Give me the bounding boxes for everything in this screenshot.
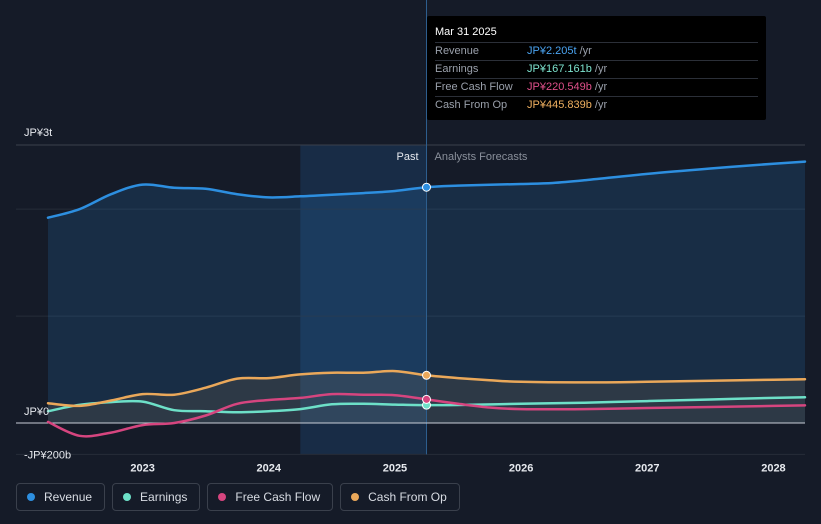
y-tick-label: -JP¥200b [24, 449, 71, 461]
legend-item-earnings[interactable]: Earnings [112, 483, 201, 511]
tooltip-unit: /yr [579, 45, 592, 57]
past-label: Past [396, 151, 418, 163]
revenue-marker [422, 182, 431, 192]
tooltip-label: Earnings [435, 63, 479, 75]
legend-dot-icon [27, 493, 35, 501]
x-tick-label: 2026 [509, 462, 533, 474]
tooltip-row-earnings: Earnings JP¥167.161b /yr [435, 60, 758, 78]
legend-label: Cash From Op [368, 490, 447, 504]
tooltip-value: JP¥167.161b [527, 63, 592, 75]
tooltip-label: Revenue [435, 45, 480, 57]
x-tick-label: 2025 [383, 462, 407, 474]
legend-item-cash-from-op[interactable]: Cash From Op [340, 483, 460, 511]
legend-dot-icon [218, 493, 227, 501]
x-tick-label: 2024 [257, 462, 282, 474]
tooltip-label: Cash From Op [435, 99, 508, 111]
series-markers [422, 182, 431, 410]
legend-dot-icon [351, 493, 360, 501]
x-axis-labels: 2023 2024 2025 2026 2027 2028 [130, 462, 785, 474]
data-tooltip: Mar 31 2025 Revenue JP¥2.205t /yr Earnin… [427, 16, 766, 120]
cash-from-op-marker [422, 370, 431, 380]
free-cash-flow-line [46, 392, 807, 438]
cash-from-op-line [46, 369, 807, 408]
legend-label: Free Cash Flow [235, 490, 321, 504]
y-tick-label: JP¥0 [24, 406, 49, 418]
tooltip-value: JP¥220.549b [527, 81, 592, 93]
earnings-line [46, 396, 807, 414]
legend-dot-icon [123, 493, 132, 501]
free-cash-flow-marker [422, 394, 431, 404]
series-lines [46, 160, 807, 438]
revenue-line [46, 160, 807, 219]
tooltip-label: Free Cash Flow [435, 81, 513, 93]
legend-label: Earnings [140, 490, 188, 504]
legend-label: Revenue [44, 490, 93, 504]
tooltip-unit: /yr [594, 81, 608, 93]
legend-item-free-cash-flow[interactable]: Free Cash Flow [207, 483, 334, 511]
tooltip-value: JP¥445.839b [527, 99, 592, 111]
x-tick-label: 2028 [761, 462, 785, 474]
tooltip-row-cash-from-op: Cash From Op JP¥445.839b /yr [435, 96, 758, 114]
tooltip-unit: /yr [594, 99, 608, 111]
y-tick-label: JP¥3t [24, 127, 52, 139]
x-tick-label: 2027 [635, 462, 659, 474]
y-axis-labels: JP¥3t JP¥0 -JP¥200b [24, 127, 71, 461]
tooltip-row-free-cash-flow: Free Cash Flow JP¥220.549b /yr [435, 78, 758, 96]
tooltip-row-revenue: Revenue JP¥2.205t /yr [435, 42, 758, 60]
tooltip-unit: /yr [594, 63, 608, 75]
forecast-label: Analysts Forecasts [435, 151, 528, 163]
tooltip-date: Mar 31 2025 [435, 26, 497, 38]
tooltip-value: JP¥2.205t [527, 45, 577, 57]
chart-legend: Revenue Earnings Free Cash Flow Cash Fro… [16, 483, 467, 511]
grid-lines [16, 144, 805, 455]
x-tick-label: 2023 [130, 462, 154, 474]
legend-item-revenue[interactable]: Revenue [16, 483, 106, 511]
